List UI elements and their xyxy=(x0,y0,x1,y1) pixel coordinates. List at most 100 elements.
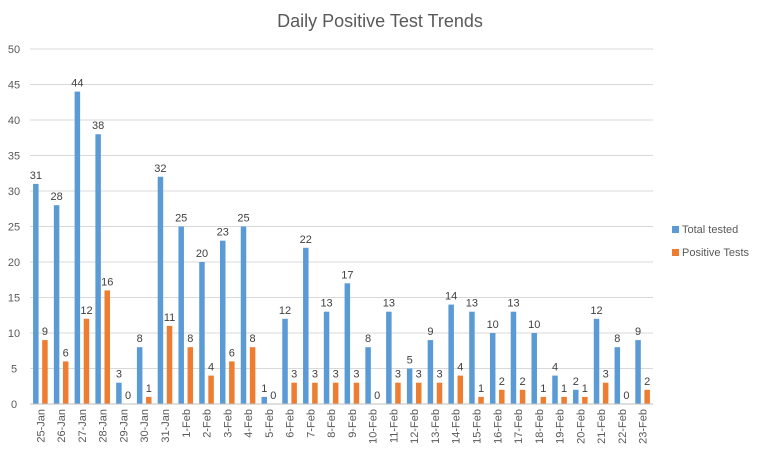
x-tick-label: 6-Feb xyxy=(285,409,297,438)
positive-tests-bar xyxy=(478,396,484,404)
positive-tests-bar xyxy=(415,382,422,404)
x-tick-label: 8-Feb xyxy=(326,409,338,438)
positive-tests-bar xyxy=(291,382,297,404)
positive-tests-data-label: 3 xyxy=(416,369,422,381)
total-tested-bar xyxy=(469,311,475,404)
positive-tests-bar xyxy=(42,340,48,404)
positive-tests-data-label: 3 xyxy=(333,369,339,381)
x-tick-label: 10-Feb xyxy=(368,409,380,444)
positive-tests-bar xyxy=(436,382,443,404)
x-tick-label: 29-Jan xyxy=(118,409,130,443)
total-tested-bar xyxy=(406,368,413,404)
positive-tests-data-label: 0 xyxy=(125,390,131,402)
total-tested-data-label: 5 xyxy=(407,355,413,367)
total-tested-bar xyxy=(282,318,288,404)
y-tick-label: 50 xyxy=(8,44,20,56)
positive-tests-bar xyxy=(62,361,69,404)
positive-tests-data-label: 3 xyxy=(395,369,401,381)
total-tested-data-label: 8 xyxy=(614,333,620,345)
total-tested-data-label: 20 xyxy=(196,248,208,260)
x-tick-label: 28-Jan xyxy=(98,409,110,443)
positive-tests-bar xyxy=(249,347,256,404)
positive-tests-bar xyxy=(229,361,235,404)
positive-tests-bar xyxy=(457,375,464,404)
x-tick-label: 7-Feb xyxy=(305,409,317,438)
total-tested-bar xyxy=(323,311,330,404)
y-tick-label: 15 xyxy=(8,293,20,305)
x-tick-label: 13-Feb xyxy=(430,409,442,444)
positive-tests-bar xyxy=(499,389,505,404)
positive-tests-bar xyxy=(83,318,90,404)
x-tick-label: 12-Feb xyxy=(409,409,421,444)
x-tick-label: 27-Jan xyxy=(77,409,89,443)
positive-tests-data-label: 3 xyxy=(312,369,318,381)
total-tested-bar xyxy=(178,226,184,404)
y-axis-tick-labels: 0 5 10 15 20 25 30 35 40 45 50 xyxy=(8,44,20,411)
total-tested-data-label: 31 xyxy=(30,170,42,182)
positive-tests-data-label: 1 xyxy=(478,383,484,395)
x-tick-label: 19-Feb xyxy=(555,409,567,444)
positive-tests-bar xyxy=(166,325,173,404)
total-tested-bar xyxy=(157,176,164,404)
positive-tests-data-label: 6 xyxy=(63,347,69,359)
legend-swatch-total-tested xyxy=(672,226,679,233)
positive-tests-bar xyxy=(187,347,194,404)
x-tick-label: 15-Feb xyxy=(471,409,483,444)
y-tick-label: 45 xyxy=(8,80,20,92)
positive-tests-data-label: 3 xyxy=(436,369,442,381)
total-tested-bar xyxy=(593,318,600,404)
x-tick-label: 23-Feb xyxy=(638,409,650,444)
total-tested-bar xyxy=(199,262,205,404)
total-tested-data-label: 17 xyxy=(341,269,353,281)
total-tested-data-label: 9 xyxy=(427,326,433,338)
bars xyxy=(33,91,650,404)
total-tested-data-label: 28 xyxy=(50,191,62,203)
x-tick-label: 26-Jan xyxy=(56,409,68,443)
positive-tests-data-label: 2 xyxy=(644,376,650,388)
total-tested-data-label: 13 xyxy=(320,298,332,310)
total-tested-bar xyxy=(95,134,101,404)
x-tick-label: 9-Feb xyxy=(347,409,359,438)
positive-tests-bar xyxy=(332,382,339,404)
total-tested-bar xyxy=(116,382,122,404)
total-tested-data-label: 9 xyxy=(635,326,641,338)
total-tested-bar xyxy=(74,91,81,404)
positive-tests-data-label: 4 xyxy=(208,362,214,374)
total-tested-data-label: 13 xyxy=(466,298,478,310)
positive-tests-data-label: 3 xyxy=(353,369,359,381)
total-tested-bar xyxy=(53,205,60,404)
positive-tests-data-label: 11 xyxy=(164,312,175,324)
positive-tests-data-label: 16 xyxy=(101,276,113,288)
total-tested-data-label: 25 xyxy=(175,213,187,225)
total-tested-data-label: 2 xyxy=(573,376,579,388)
total-tested-bar xyxy=(614,347,621,404)
total-tested-data-label: 12 xyxy=(279,305,291,317)
total-tested-bar xyxy=(489,333,496,404)
positive-tests-data-label: 8 xyxy=(187,333,193,345)
total-tested-bar xyxy=(531,333,537,404)
x-tick-label: 18-Feb xyxy=(534,409,546,444)
positive-tests-bar xyxy=(561,396,567,404)
chart-title: Daily Positive Test Trends xyxy=(277,11,483,31)
data-labels: 3192864412381630813211258204236258101232… xyxy=(30,78,651,402)
y-tick-label: 25 xyxy=(8,222,20,234)
total-tested-bar xyxy=(635,340,641,404)
y-tick-label: 10 xyxy=(8,328,20,340)
total-tested-bar xyxy=(240,226,247,404)
total-tested-data-label: 1 xyxy=(261,383,267,395)
total-tested-data-label: 25 xyxy=(237,213,249,225)
gridlines xyxy=(30,48,653,369)
x-tick-label: 4-Feb xyxy=(243,409,255,438)
x-tick-label: 14-Feb xyxy=(451,409,463,444)
total-tested-bar xyxy=(510,311,517,404)
y-tick-label: 40 xyxy=(8,115,20,127)
legend-label-positive-tests: Positive Tests xyxy=(682,247,750,259)
total-tested-bar xyxy=(573,389,579,404)
y-tick-label: 20 xyxy=(8,257,20,269)
positive-tests-data-label: 0 xyxy=(270,390,276,402)
total-tested-bar xyxy=(303,247,309,404)
positive-tests-data-label: 4 xyxy=(457,362,463,374)
positive-tests-bar xyxy=(602,382,609,404)
